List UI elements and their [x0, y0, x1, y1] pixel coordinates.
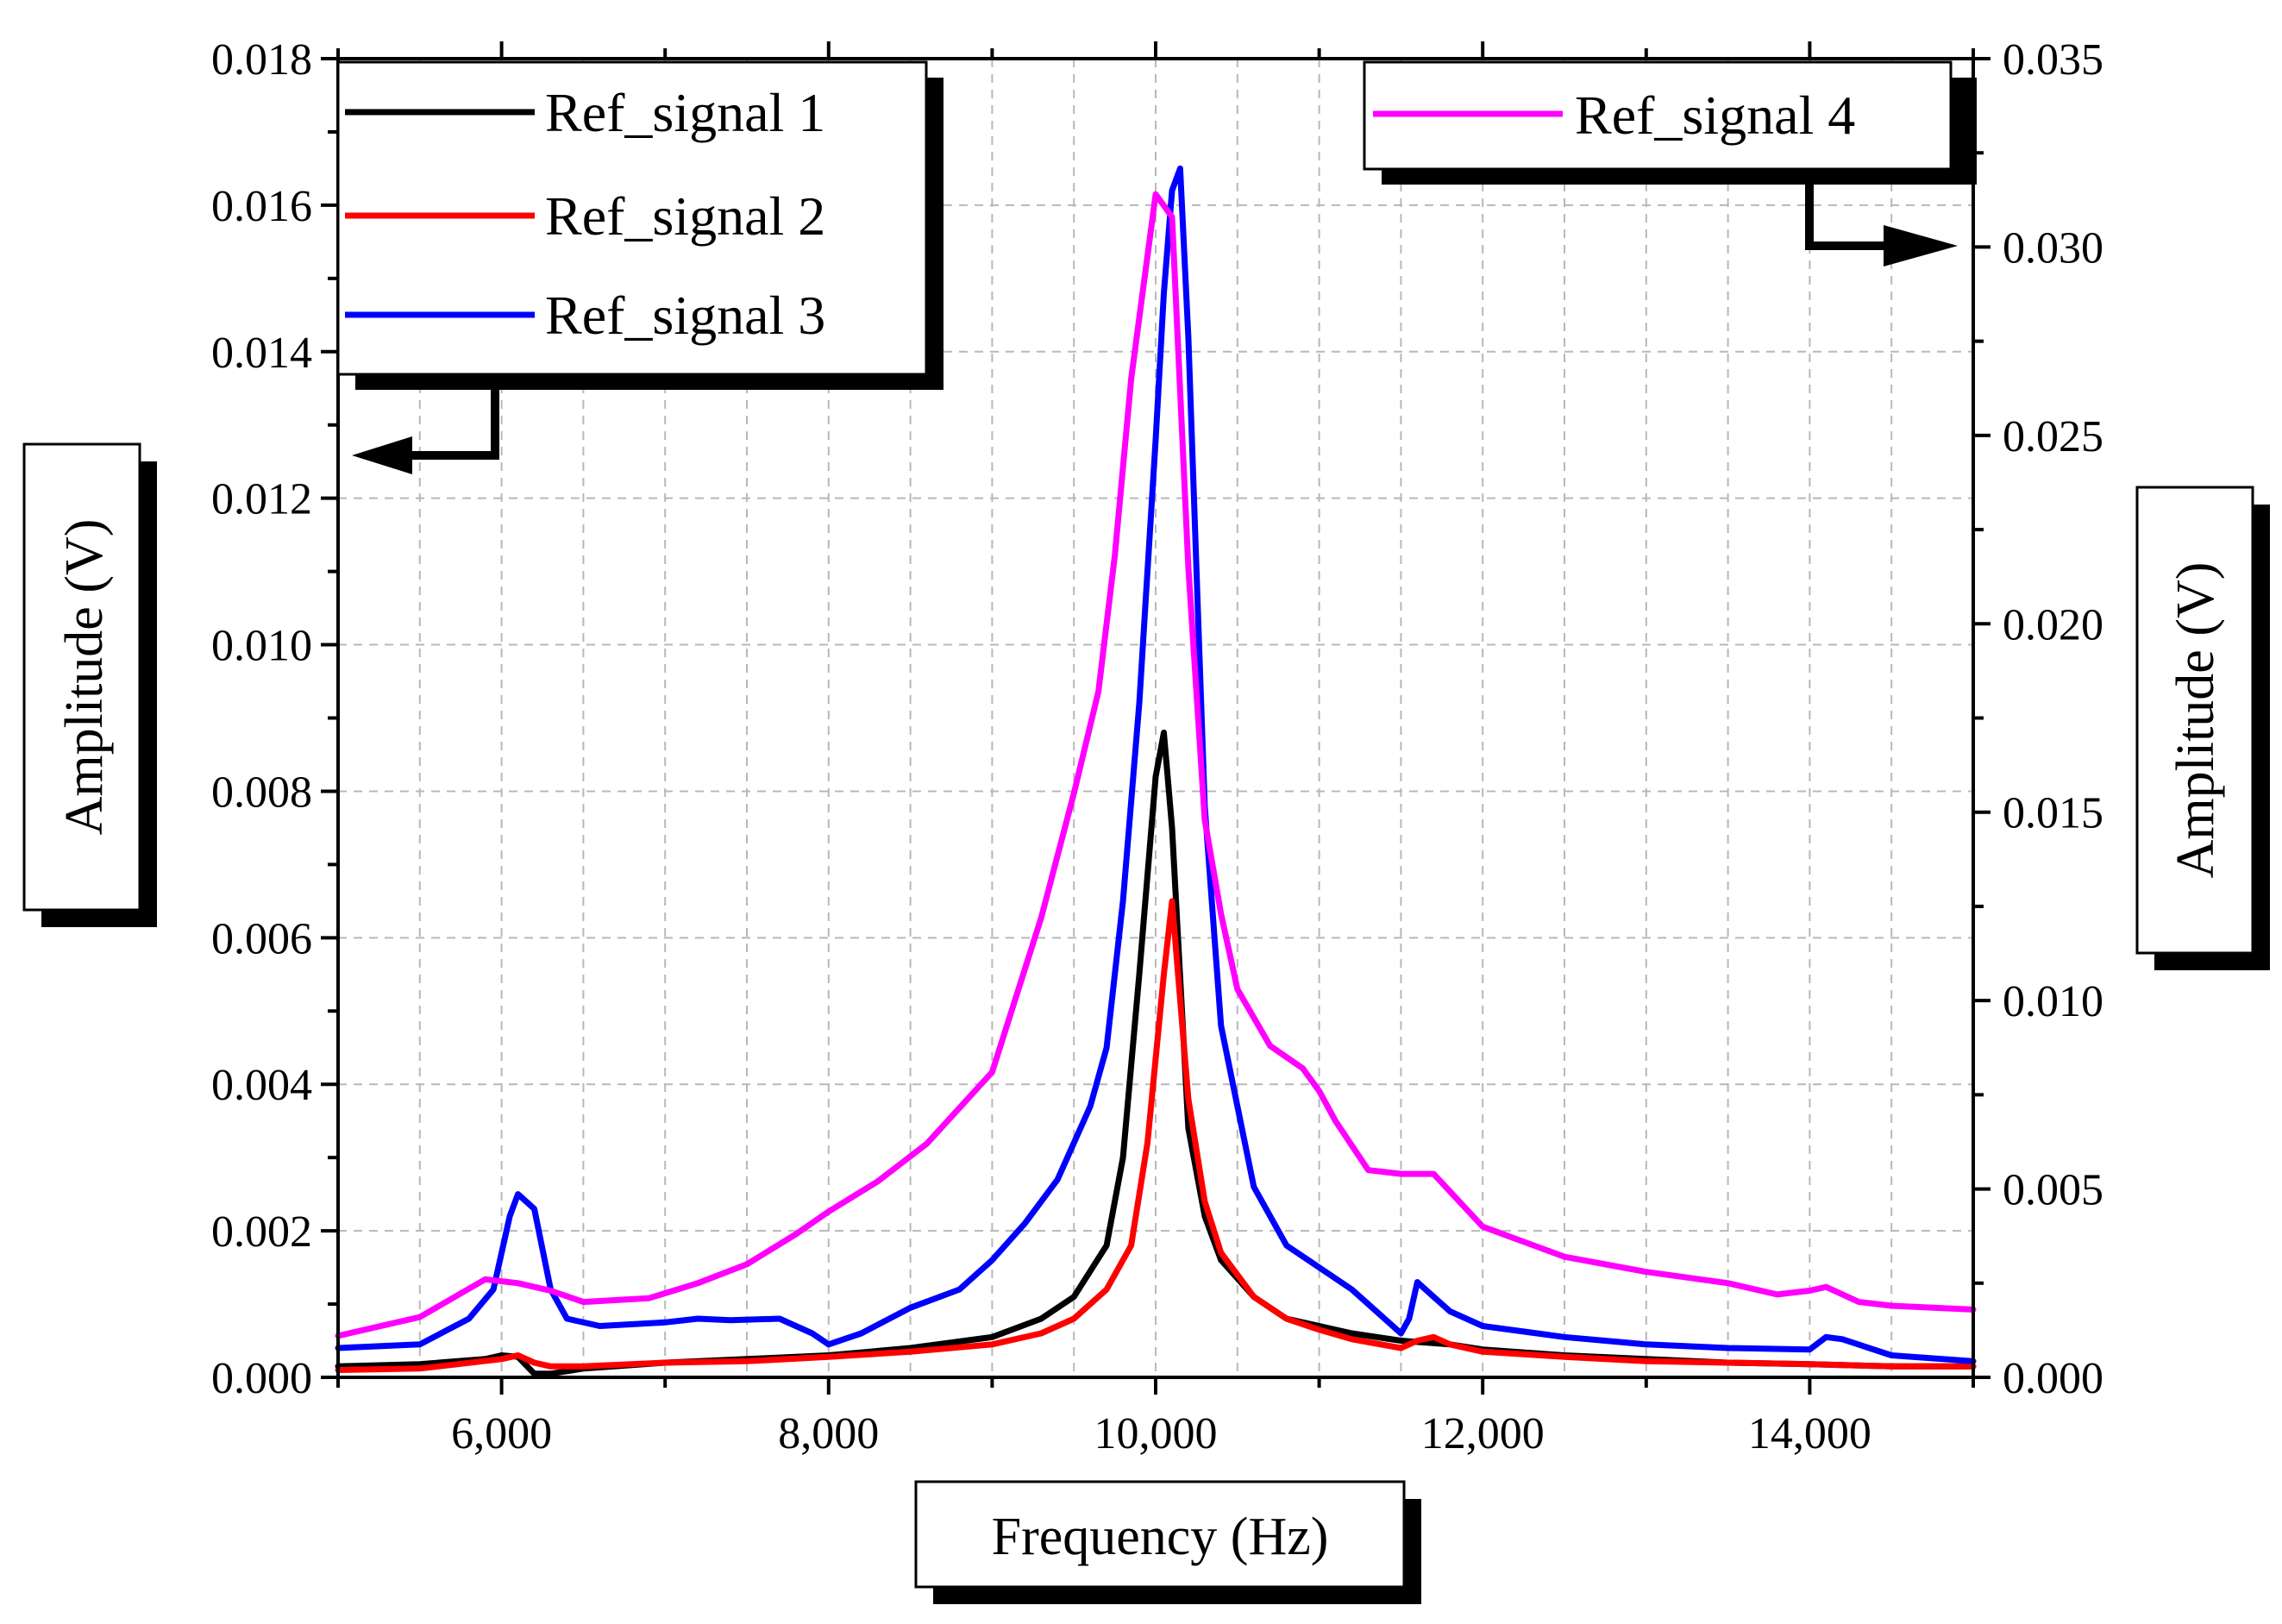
left-axis-arrow: [352, 390, 499, 474]
x-tick-label: 14,000: [1748, 1409, 1871, 1458]
y-right-tick-label: 0.010: [2003, 977, 2103, 1026]
ticks-layer: 6,000 8,000 10,000 12,000 14,000 0.000 0.002 0.…: [211, 35, 2103, 1458]
legend-label-ref-signal-4: Ref_signal 4: [1575, 85, 1855, 146]
y-left-tick-label: 0.008: [211, 768, 312, 817]
x-tick-label: 6,000: [451, 1409, 552, 1458]
x-tick-label: 10,000: [1094, 1409, 1218, 1458]
y-left-tick-label: 0.010: [211, 622, 312, 671]
y-left-tick-label: 0.012: [211, 475, 312, 524]
x-axis-title: Frequency (Hz): [914, 1480, 1421, 1604]
y-left-tick-label: 0.000: [211, 1354, 312, 1403]
right-axis-arrow-head: [1884, 225, 1958, 266]
y-right-tick-label: 0.030: [2003, 223, 2103, 273]
legend-left: Ref_signal 1 Ref_signal 2 Ref_signal 3: [336, 60, 944, 390]
y-left-tick-label: 0.004: [211, 1061, 312, 1110]
right-axis-arrow: [1805, 185, 1958, 266]
series-line-ref-signal-3: [335, 165, 1977, 1364]
y-axis-title-right: Amplitude (V): [2135, 486, 2270, 970]
y-left-tick-label: 0.002: [211, 1207, 312, 1257]
right-axis-arrow-line: [1805, 185, 1889, 250]
x-tick-label: 12,000: [1421, 1409, 1545, 1458]
x-tick-label: 8,000: [778, 1409, 879, 1458]
y-left-tick-label: 0.006: [211, 914, 312, 963]
y-right-tick-label: 0.020: [2003, 600, 2103, 649]
x-axis-title-text: Frequency (Hz): [992, 1508, 1329, 1566]
y-right-tick-label: 0.035: [2003, 35, 2103, 85]
y-right-tick-label: 0.005: [2003, 1166, 2103, 1215]
y-left-tick-label: 0.014: [211, 329, 312, 378]
y-axis-title-right-box: [2135, 486, 2254, 955]
legend-label-ref-signal-2: Ref_signal 2: [545, 185, 825, 247]
series-line-ref-signal-2: [335, 898, 1977, 1373]
y-left-tick-label: 0.016: [211, 182, 312, 231]
y-right-tick-label: 0.025: [2003, 412, 2103, 461]
y-right-tick-label: 0.015: [2003, 789, 2103, 838]
left-axis-arrow-head: [352, 436, 412, 474]
left-axis-arrow-line: [405, 390, 499, 460]
legend-label-ref-signal-1: Ref_signal 1: [545, 82, 825, 143]
x-axis-title-box: [914, 1480, 1406, 1589]
y-axis-title-left: Amplitude (V): [22, 442, 157, 927]
y-right-tick-label: 0.000: [2003, 1354, 2103, 1403]
y-left-tick-label: 0.018: [211, 35, 312, 85]
legend-right: Ref_signal 4: [1363, 60, 1977, 185]
series-layer: [335, 165, 1977, 1377]
legend-label-ref-signal-3: Ref_signal 3: [545, 285, 825, 346]
y-axis-title-left-text: Amplitude (V): [55, 519, 114, 836]
y-axis-title-right-text: Amplitude (V): [2166, 562, 2225, 879]
series-line-ref-signal-4: [335, 191, 1977, 1339]
y-axis-title-left-box: [22, 442, 141, 912]
